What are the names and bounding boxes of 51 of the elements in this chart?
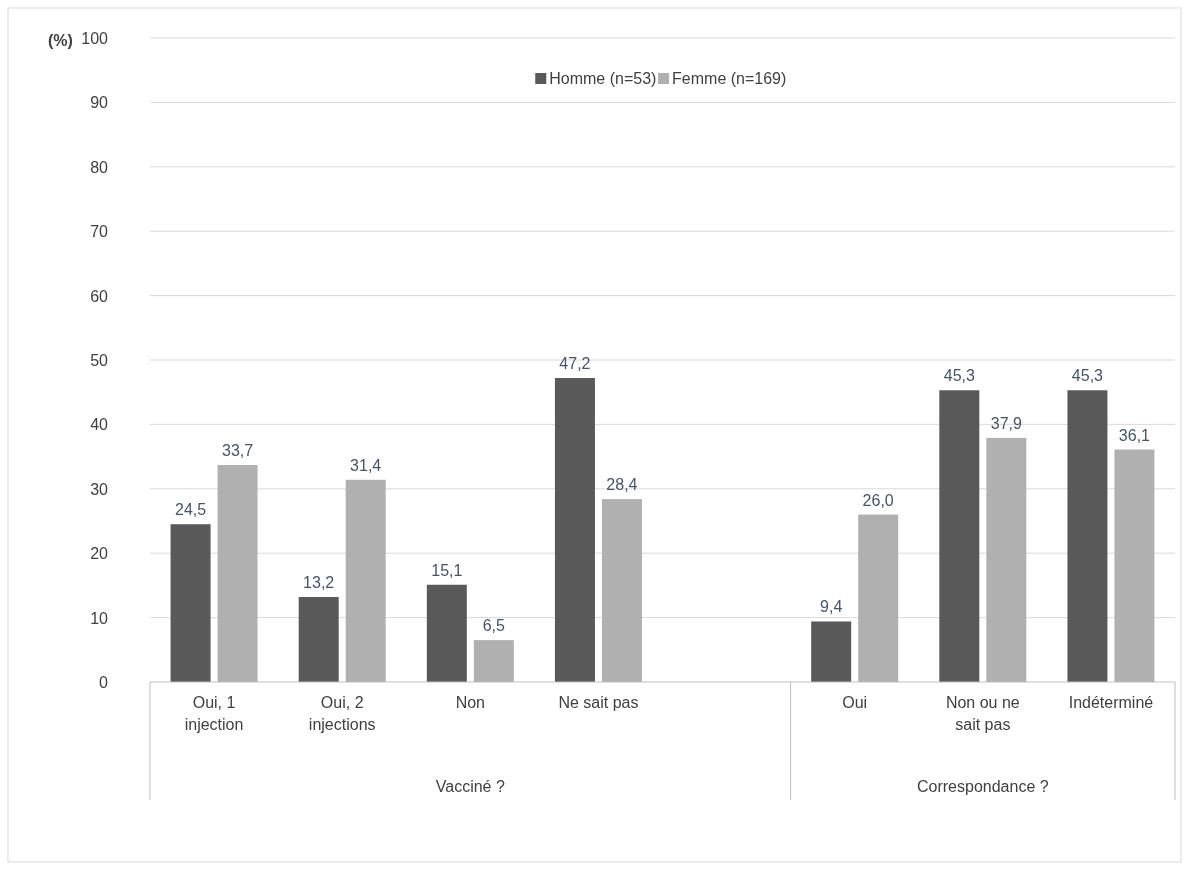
x-tick-label: Indéterminé [1068, 694, 1154, 711]
y-tick-label: 90 [90, 94, 109, 112]
text: 45,3 [943, 367, 975, 385]
x-tick-label: Non ou ne sait pas [945, 694, 1020, 733]
y-tick-label: 50 [90, 352, 109, 369]
y-tick-label: 70 [90, 223, 109, 241]
y-tick-label: 10 [90, 609, 109, 627]
y-tick-label: 40 [90, 416, 109, 434]
x-tick-label: Oui, 2 injections [308, 694, 376, 733]
bar [298, 596, 339, 682]
text: 37,9 [990, 414, 1022, 432]
text: 24,5 [174, 501, 207, 519]
bar [426, 584, 467, 682]
bar [345, 479, 386, 682]
bar [811, 621, 852, 682]
text: 13,2 [303, 573, 335, 591]
y-tick-label: 80 [90, 158, 109, 176]
y-tick-label: 100 [81, 30, 109, 47]
text: 45,3 [1071, 367, 1104, 385]
bar [601, 499, 642, 682]
bar [858, 514, 899, 682]
text: 6,5 [482, 617, 505, 635]
text: 33,7 [221, 441, 254, 459]
text: 26,0 [862, 491, 894, 509]
text: 28,4 [606, 476, 638, 494]
bar [939, 390, 980, 682]
x-tick-label: Ne sait pas [558, 694, 639, 711]
x-tick-label: Non [455, 694, 485, 711]
y-tick-label: 30 [90, 480, 109, 498]
text: 47,2 [559, 355, 591, 373]
text: 31,4 [350, 456, 382, 474]
bar [473, 640, 514, 682]
text: 9,4 [820, 598, 843, 616]
text: 15,1 [431, 561, 463, 579]
x-tick-label: Oui, 1 injection [184, 694, 244, 733]
bar [1067, 390, 1108, 682]
y-tick-label: 20 [90, 545, 109, 563]
bar [217, 464, 258, 682]
text: 36,1 [1118, 426, 1151, 444]
text: Vacciné ? [435, 778, 505, 795]
bar [554, 378, 595, 682]
x-tick-label: Oui [842, 694, 868, 711]
text: Correspondance ? [916, 778, 1049, 795]
y-tick-label: 0 [99, 674, 109, 691]
legend-label: Femme (n=169) [672, 70, 787, 87]
bar [986, 437, 1027, 682]
bar [170, 524, 211, 682]
y-axis-title: (%) [48, 32, 73, 49]
y-tick-label: 60 [90, 287, 109, 305]
legend-label: Homme (n=53) [549, 70, 657, 87]
bar [1114, 449, 1155, 682]
